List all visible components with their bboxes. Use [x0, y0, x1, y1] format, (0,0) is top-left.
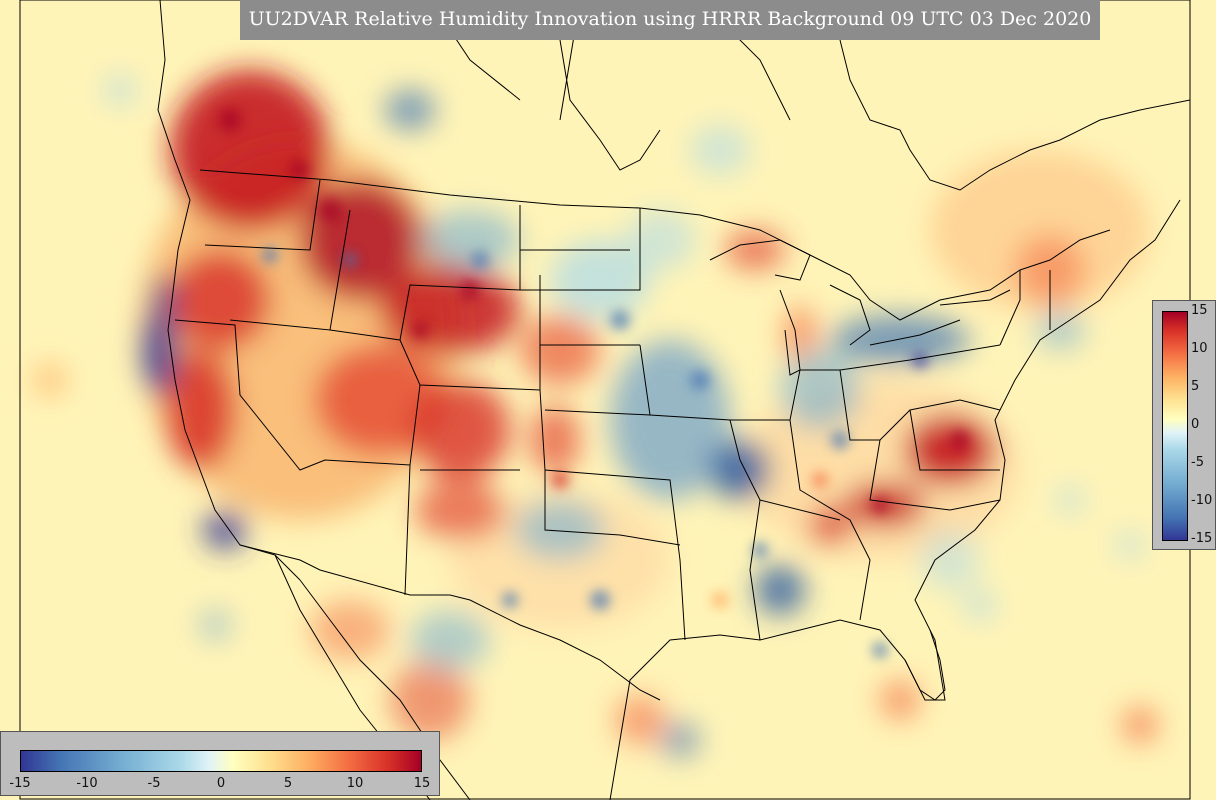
colorbar-bottom-tick: 5	[283, 776, 293, 791]
colorbar-bottom-tick: -10	[76, 776, 98, 791]
boundary-lines	[157, 0, 1191, 800]
coastline-north	[429, 0, 1191, 191]
coastline-florida	[904, 629, 946, 701]
colorbar-right-tick: 5	[1191, 379, 1200, 394]
colorbar-right-gradient	[1162, 311, 1188, 541]
coastline-west	[157, 0, 301, 581]
coastline-gulf-mexico	[609, 199, 1181, 800]
colorbar-right-tick: 10	[1191, 341, 1208, 356]
colorbar-right-tick: 15	[1191, 303, 1208, 318]
border-us-canada	[199, 169, 1111, 321]
innovation-field	[34, 70, 1158, 758]
colorbar-bottom-gradient	[20, 750, 422, 772]
colorbar-bottom-tick: 10	[346, 776, 364, 791]
innovation-speckle	[218, 108, 970, 658]
colorbar-right-tick: 0	[1191, 417, 1200, 432]
border-us-mexico	[239, 544, 661, 701]
colorbar-right: 15 10 5 0 -5 -10 -15	[1152, 300, 1216, 550]
colorbar-right-tick: -10	[1191, 493, 1213, 508]
colorbar-right-tick: -5	[1191, 455, 1204, 470]
colorbar-bottom-tick: 15	[413, 776, 431, 791]
state-lines	[174, 179, 1051, 641]
colorbar-bottom: -15 -10 -5 0 5 10 15	[0, 731, 440, 796]
colorbar-bottom-tick: 0	[216, 776, 226, 791]
colorbar-bottom-tick: -5	[147, 776, 161, 791]
map-title: UU2DVAR Relative Humidity Innovation usi…	[240, 0, 1100, 40]
colorbar-right-tick: -15	[1191, 531, 1213, 546]
coastline-gulf-california	[299, 579, 471, 800]
colorbar-bottom-tick: -15	[9, 776, 31, 791]
